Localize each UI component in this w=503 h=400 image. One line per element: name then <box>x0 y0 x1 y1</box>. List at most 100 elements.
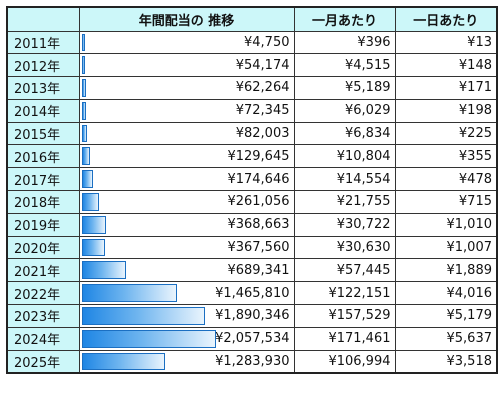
annual-dividend-value: ¥1,465,810 <box>215 285 290 301</box>
daily-dividend-cell[interactable]: ¥13 <box>394 30 498 55</box>
table-row: 2014年 ¥72,345 ¥6,029 ¥198 <box>6 98 498 123</box>
monthly-dividend-cell[interactable]: ¥21,755 <box>293 190 396 214</box>
table-row: 2024年 ¥2,057,534 ¥171,461 ¥5,637 <box>6 326 498 351</box>
year-cell[interactable]: 2020年 <box>6 235 80 260</box>
annual-dividend-cell[interactable]: ¥2,057,534 <box>78 326 295 351</box>
year-cell[interactable]: 2012年 <box>6 53 80 78</box>
annual-dividend-value: ¥54,174 <box>235 57 290 73</box>
table-row: 2012年 ¥54,174 ¥4,515 ¥148 <box>6 53 498 78</box>
annual-dividend-value: ¥1,283,930 <box>215 353 290 369</box>
daily-header[interactable]: 一日あたり <box>394 6 498 32</box>
annual-dividend-cell[interactable]: ¥1,465,810 <box>78 281 295 306</box>
annual-dividend-value: ¥129,645 <box>227 148 290 164</box>
annual-dividend-cell[interactable]: ¥689,341 <box>78 258 295 283</box>
year-cell[interactable]: 2019年 <box>6 212 80 237</box>
annual-dividend-cell[interactable]: ¥367,560 <box>78 235 295 260</box>
daily-dividend-cell[interactable]: ¥4,016 <box>394 281 498 306</box>
year-cell[interactable]: 2022年 <box>6 281 80 306</box>
annual-dividend-value: ¥4,750 <box>244 34 290 50</box>
annual-dividend-cell[interactable]: ¥261,056 <box>78 190 295 214</box>
monthly-dividend-cell[interactable]: ¥30,630 <box>293 235 396 260</box>
annual-dividend-cell[interactable]: ¥129,645 <box>78 144 295 169</box>
daily-dividend-cell[interactable]: ¥1,010 <box>394 212 498 237</box>
annual-dividend-header[interactable]: 年間配当の 推移 <box>79 6 295 32</box>
daily-dividend-cell[interactable]: ¥148 <box>394 53 498 78</box>
year-header-cell[interactable] <box>6 6 80 32</box>
year-cell[interactable]: 2013年 <box>6 76 80 100</box>
data-bar <box>81 33 85 52</box>
daily-dividend-cell[interactable]: ¥5,179 <box>394 304 498 328</box>
annual-dividend-cell[interactable]: ¥62,264 <box>78 76 295 100</box>
year-cell[interactable]: 2024年 <box>6 326 80 351</box>
year-cell[interactable]: 2016年 <box>6 144 80 169</box>
monthly-dividend-cell[interactable]: ¥4,515 <box>293 53 396 78</box>
annual-dividend-cell[interactable]: ¥174,646 <box>78 167 295 192</box>
table-row: 2020年 ¥367,560 ¥30,630 ¥1,007 <box>6 235 498 260</box>
annual-dividend-value: ¥72,345 <box>235 103 290 119</box>
data-bar <box>81 101 87 120</box>
annual-dividend-cell[interactable]: ¥368,663 <box>78 212 295 237</box>
daily-dividend-cell[interactable]: ¥355 <box>394 144 498 169</box>
daily-dividend-cell[interactable]: ¥478 <box>394 167 498 192</box>
table-row: 2015年 ¥82,003 ¥6,834 ¥225 <box>6 121 498 146</box>
daily-dividend-cell[interactable]: ¥198 <box>394 98 498 123</box>
year-cell[interactable]: 2014年 <box>6 98 80 123</box>
annual-dividend-cell[interactable]: ¥54,174 <box>78 53 295 78</box>
data-bar <box>81 193 99 211</box>
year-cell[interactable]: 2023年 <box>6 304 80 328</box>
annual-dividend-value: ¥174,646 <box>227 171 290 187</box>
table-row: 2019年 ¥368,663 ¥30,722 ¥1,010 <box>6 212 498 237</box>
year-cell[interactable]: 2015年 <box>6 121 80 146</box>
monthly-header[interactable]: 一月あたり <box>293 6 396 32</box>
daily-dividend-cell[interactable]: ¥715 <box>394 190 498 214</box>
year-cell[interactable]: 2011年 <box>6 30 80 55</box>
table-row: 2018年 ¥261,056 ¥21,755 ¥715 <box>6 190 498 214</box>
data-bar <box>81 352 166 370</box>
annual-dividend-cell[interactable]: ¥72,345 <box>78 98 295 123</box>
header-row: 年間配当の 推移 一月あたり 一日あたり <box>6 6 498 32</box>
monthly-dividend-cell[interactable]: ¥30,722 <box>293 212 396 237</box>
monthly-dividend-cell[interactable]: ¥157,529 <box>293 304 396 328</box>
monthly-dividend-cell[interactable]: ¥10,804 <box>293 144 396 169</box>
annual-dividend-cell[interactable]: ¥4,750 <box>78 30 295 55</box>
data-bar <box>81 56 86 75</box>
annual-dividend-value: ¥261,056 <box>227 194 290 210</box>
daily-dividend-cell[interactable]: ¥1,007 <box>394 235 498 260</box>
monthly-dividend-cell[interactable]: ¥106,994 <box>293 349 396 374</box>
monthly-dividend-cell[interactable]: ¥6,029 <box>293 98 396 123</box>
annual-dividend-value: ¥2,057,534 <box>215 331 290 347</box>
monthly-dividend-cell[interactable]: ¥171,461 <box>293 326 396 351</box>
annual-dividend-value: ¥367,560 <box>227 240 290 256</box>
annual-dividend-value: ¥368,663 <box>227 217 290 233</box>
annual-dividend-cell[interactable]: ¥1,890,346 <box>78 304 295 328</box>
annual-dividend-value: ¥82,003 <box>235 126 290 142</box>
table-row: 2016年 ¥129,645 ¥10,804 ¥355 <box>6 144 498 169</box>
monthly-dividend-cell[interactable]: ¥5,189 <box>293 76 396 100</box>
table-row: 2017年 ¥174,646 ¥14,554 ¥478 <box>6 167 498 192</box>
annual-dividend-value: ¥689,341 <box>227 262 290 278</box>
annual-dividend-cell[interactable]: ¥1,283,930 <box>78 349 295 374</box>
monthly-dividend-cell[interactable]: ¥122,151 <box>293 281 396 306</box>
data-bar <box>81 147 90 166</box>
year-cell[interactable]: 2025年 <box>6 349 80 374</box>
daily-dividend-cell[interactable]: ¥225 <box>394 121 498 146</box>
monthly-dividend-cell[interactable]: ¥57,445 <box>293 258 396 283</box>
daily-dividend-cell[interactable]: ¥5,637 <box>394 326 498 351</box>
daily-dividend-cell[interactable]: ¥3,518 <box>394 349 498 374</box>
data-bar <box>81 238 106 257</box>
annual-dividend-cell[interactable]: ¥82,003 <box>78 121 295 146</box>
daily-dividend-cell[interactable]: ¥1,889 <box>394 258 498 283</box>
monthly-dividend-cell[interactable]: ¥6,834 <box>293 121 396 146</box>
annual-dividend-value: ¥1,890,346 <box>215 308 290 324</box>
table-row: 2021年 ¥689,341 ¥57,445 ¥1,889 <box>6 258 498 283</box>
year-cell[interactable]: 2018年 <box>6 190 80 214</box>
daily-dividend-cell[interactable]: ¥171 <box>394 76 498 100</box>
dividend-history-table: 年間配当の 推移 一月あたり 一日あたり 2011年 ¥4,750 ¥396 ¥13 2… <box>6 6 498 374</box>
data-bar <box>81 329 216 348</box>
annual-dividend-value: ¥62,264 <box>235 80 290 96</box>
year-cell[interactable]: 2021年 <box>6 258 80 283</box>
table-row: 2025年 ¥1,283,930 ¥106,994 ¥3,518 <box>6 349 498 374</box>
year-cell[interactable]: 2017年 <box>6 167 80 192</box>
monthly-dividend-cell[interactable]: ¥14,554 <box>293 167 396 192</box>
monthly-dividend-cell[interactable]: ¥396 <box>293 30 396 55</box>
